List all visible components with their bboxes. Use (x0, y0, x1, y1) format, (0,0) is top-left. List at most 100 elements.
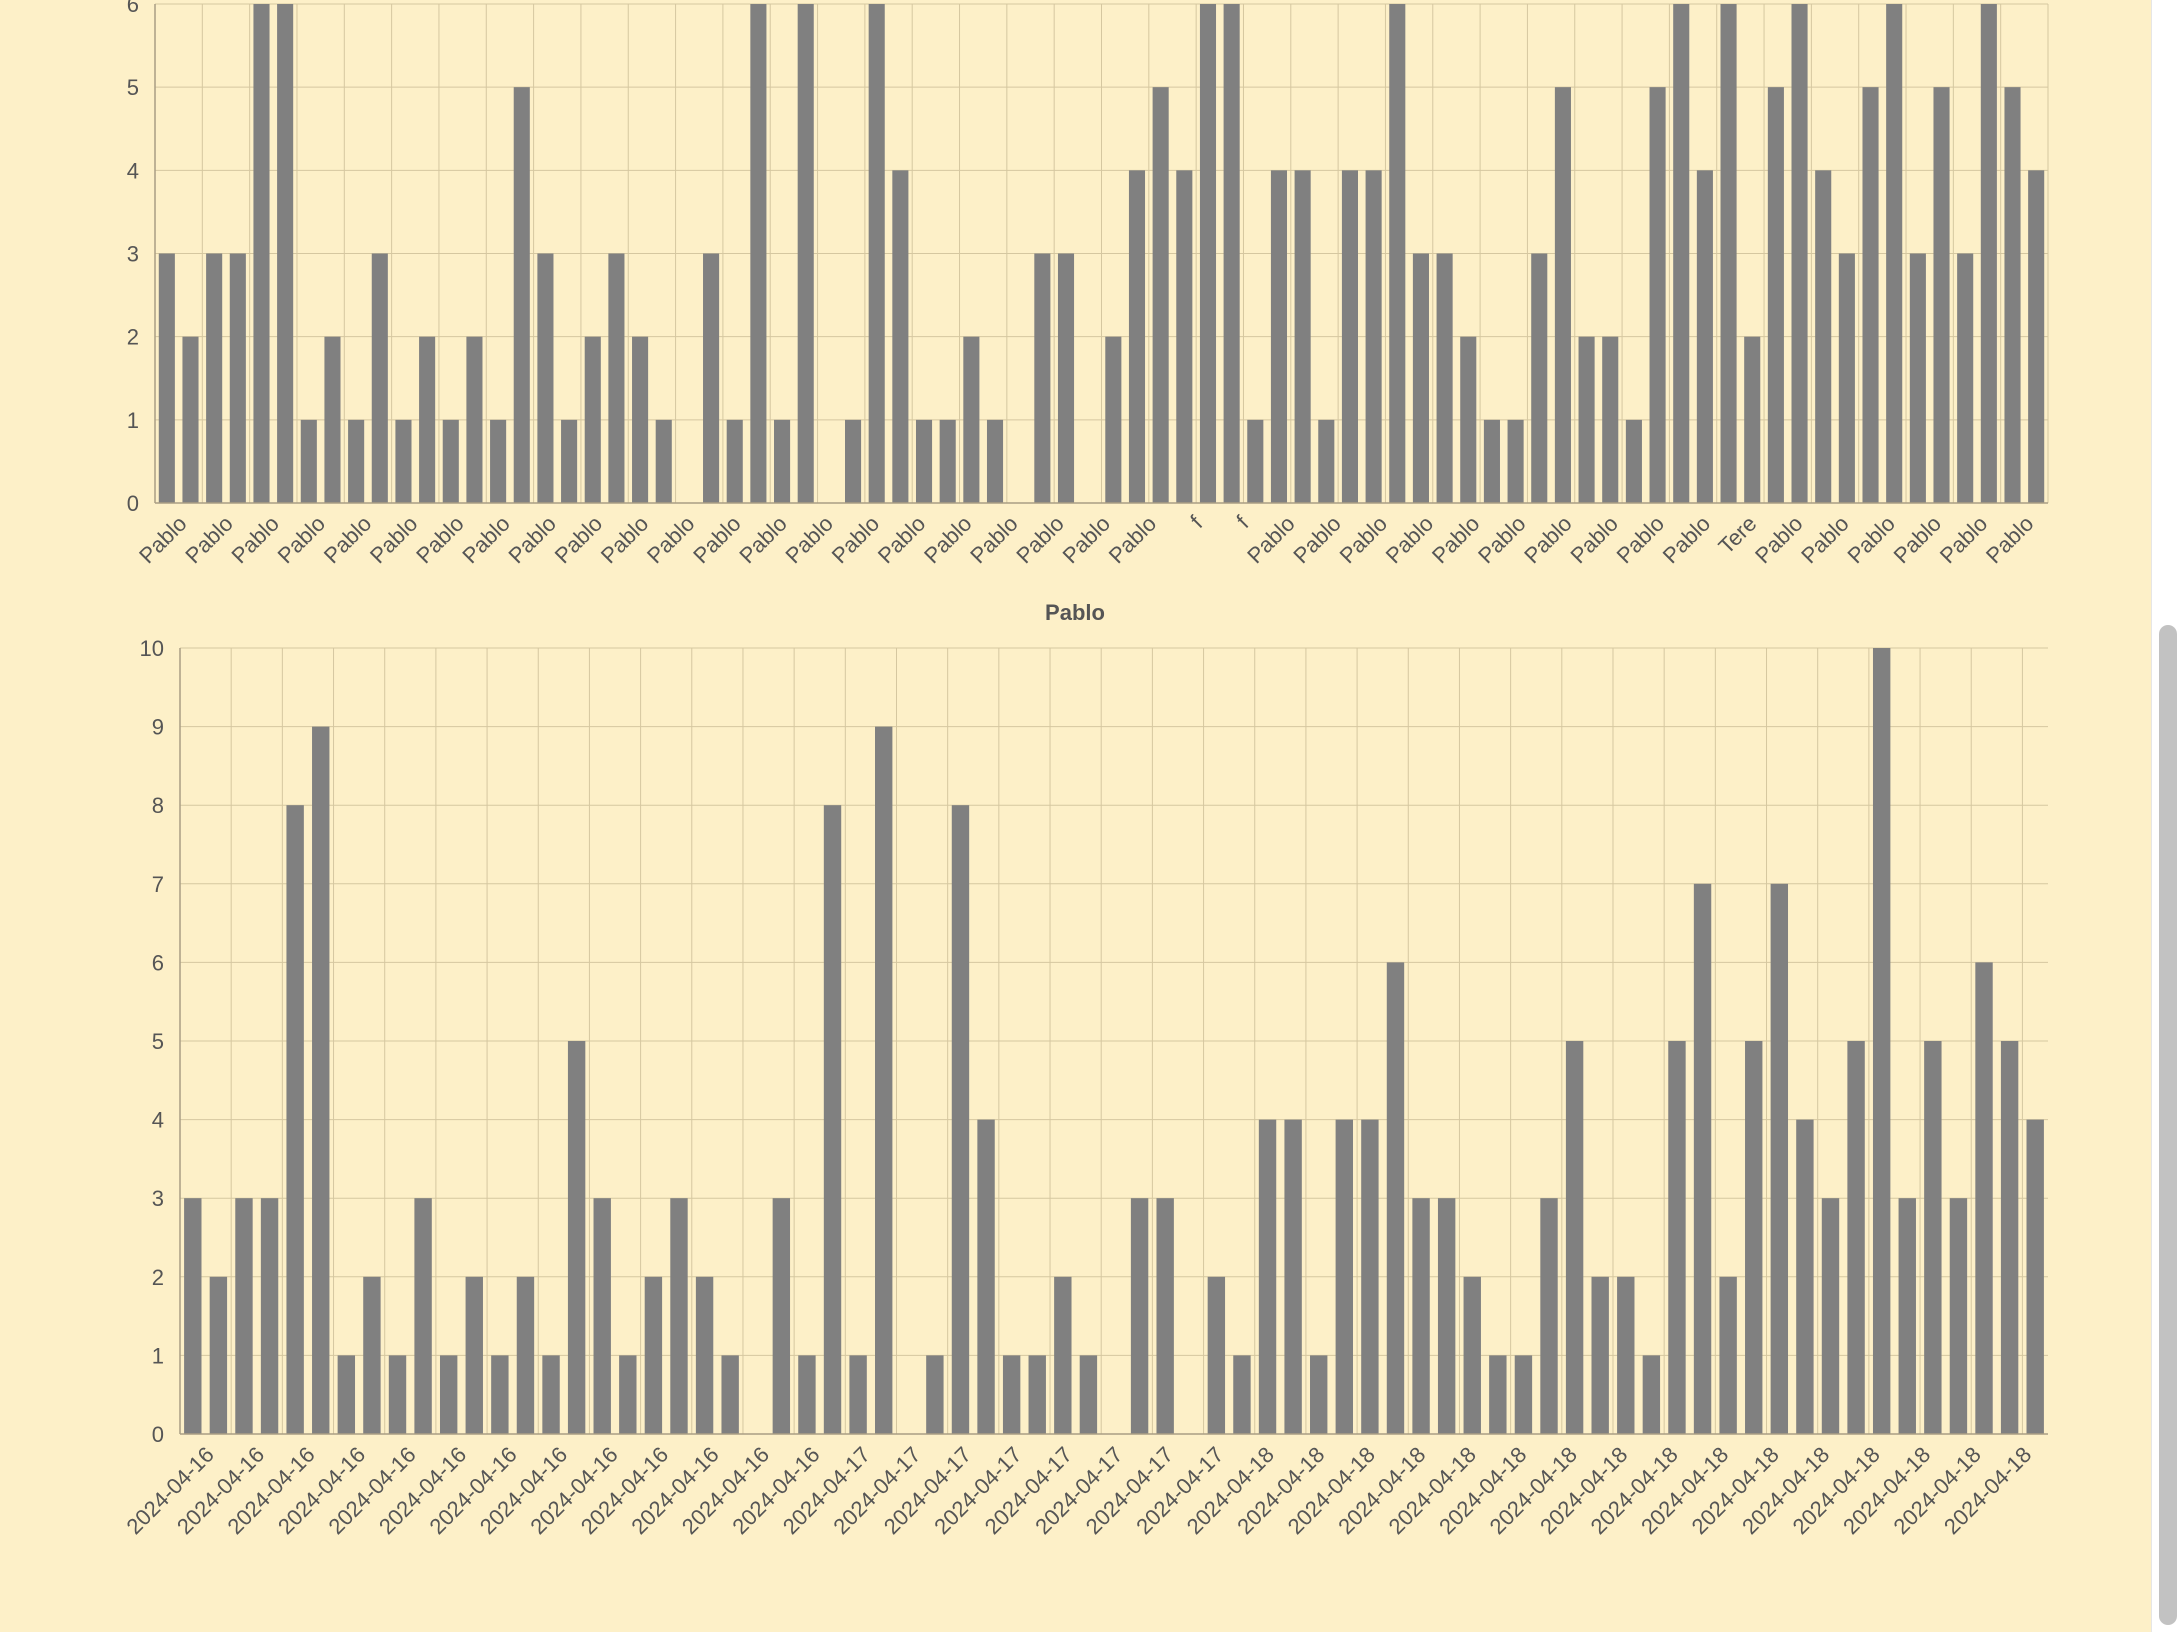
y-tick-label: 7 (152, 872, 164, 897)
bar (1247, 419, 1264, 503)
bar (1079, 1355, 1098, 1434)
bar (1649, 87, 1666, 504)
x-tick-label: Pablo (273, 511, 330, 568)
bar (1436, 253, 1453, 503)
bar (1602, 336, 1619, 503)
bar (300, 419, 317, 503)
y-tick-label: 2 (152, 1265, 164, 1290)
bar (348, 419, 365, 503)
y-tick-label: 0 (127, 491, 139, 516)
y-tick-label: 1 (152, 1343, 164, 1368)
bar (1591, 1276, 1609, 1434)
bar (926, 1355, 944, 1434)
bar (395, 419, 412, 503)
bar (1223, 4, 1240, 503)
bar (2028, 170, 2045, 504)
bar (593, 1198, 611, 1434)
bar (655, 419, 672, 503)
bar (986, 419, 1004, 503)
bar (414, 1198, 432, 1434)
bar (584, 336, 601, 503)
bar (1335, 1119, 1354, 1434)
x-tick-label: f (1185, 510, 1208, 533)
y-tick-label: 4 (127, 158, 139, 183)
bar (1770, 883, 1789, 1434)
bar (1578, 336, 1595, 503)
bar (1693, 883, 1712, 1434)
bar (1821, 1198, 1840, 1434)
bar (312, 726, 330, 1434)
bar (1514, 1355, 1533, 1434)
x-tick-label: Pablo (1889, 511, 1946, 568)
x-tick-label: Pablo (596, 511, 653, 568)
bar (868, 4, 885, 503)
bar (1642, 1355, 1661, 1434)
bar (363, 1276, 381, 1434)
x-tick-label: Pablo (1335, 511, 1392, 568)
x-tick-label: Pablo (642, 511, 699, 568)
bar (1489, 1355, 1507, 1434)
bar (1872, 648, 1891, 1434)
bar (1207, 1276, 1226, 1434)
bar (561, 419, 578, 503)
bar (1156, 1198, 1174, 1434)
x-tick-label: Pablo (1796, 511, 1853, 568)
x-tick-label: Pablo (365, 511, 422, 568)
bar (337, 1355, 356, 1434)
bar (1838, 253, 1855, 503)
bar (1531, 253, 1548, 503)
bar (1294, 170, 1311, 504)
y-tick-label: 6 (152, 950, 164, 975)
top-bar-chart: 0123456PabloPabloPabloPabloPabloPabloPab… (127, 0, 2049, 568)
x-tick-label: Pablo (1519, 511, 1576, 568)
bar (1199, 4, 1217, 503)
bar (619, 1355, 637, 1434)
bar (1862, 87, 1879, 504)
bar (644, 1276, 663, 1434)
bar (1361, 1119, 1379, 1434)
bar (1054, 1276, 1072, 1434)
bar (1924, 1041, 1942, 1434)
bar (951, 805, 970, 1434)
x-tick-label: Pablo (504, 511, 561, 568)
bar (1949, 1198, 1968, 1434)
bar (2000, 1041, 2019, 1434)
bar (1365, 170, 1382, 504)
bar (567, 1041, 586, 1434)
x-tick-label: Pablo (1242, 511, 1299, 568)
bar (721, 1355, 739, 1434)
bar (1815, 170, 1832, 504)
x-tick-label: Pablo (319, 511, 376, 568)
scrollbar-thumb[interactable] (2159, 625, 2177, 1625)
y-tick-label: 8 (152, 793, 164, 818)
bar (1791, 4, 1808, 503)
y-tick-label: 1 (127, 408, 139, 433)
bar (963, 336, 980, 503)
bar (465, 1276, 483, 1434)
x-tick-label: Pablo (1011, 511, 1068, 568)
bar (1745, 1041, 1763, 1434)
x-tick-label: Pablo (781, 511, 838, 568)
bar (1540, 1198, 1558, 1434)
x-tick-label: Pablo (1058, 511, 1115, 568)
bar (1318, 419, 1335, 503)
y-tick-label: 5 (152, 1029, 164, 1054)
y-tick-label: 0 (152, 1422, 164, 1447)
bar (542, 1355, 560, 1434)
bar (892, 170, 909, 504)
bar (277, 4, 294, 503)
bar (1034, 253, 1051, 503)
bar (324, 336, 341, 503)
bar (2004, 87, 2021, 504)
bar (513, 87, 530, 504)
bar (798, 1355, 816, 1434)
vertical-scrollbar[interactable] (2151, 0, 2182, 1632)
bar (1460, 336, 1477, 503)
x-tick-label: Pablo (965, 511, 1022, 568)
bar (182, 336, 199, 503)
bar (439, 1355, 458, 1434)
bar (1847, 1041, 1865, 1434)
x-tick-label: Pablo (1981, 511, 2038, 568)
y-tick-label: 3 (127, 242, 139, 267)
